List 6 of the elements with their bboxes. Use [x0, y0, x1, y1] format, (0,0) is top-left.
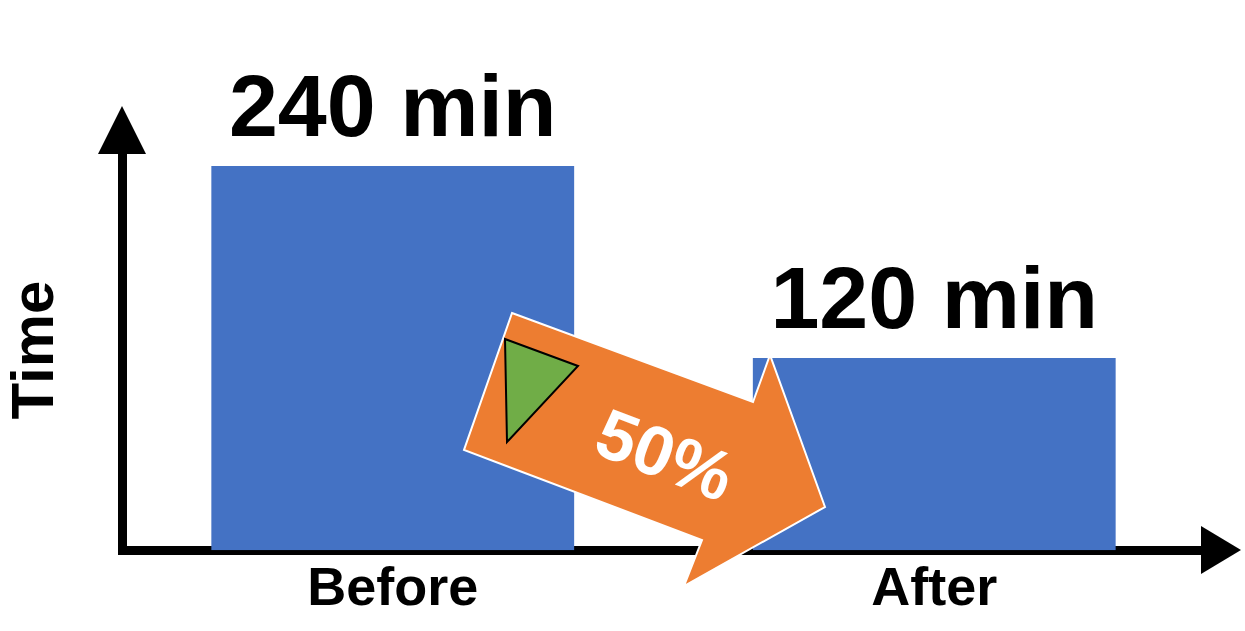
data-label: 120 min — [770, 248, 1099, 348]
x-tick-label: Before — [307, 556, 479, 617]
data-label: 240 min — [228, 56, 557, 156]
x-tick-label: After — [871, 556, 998, 617]
annotation: 50% — [584, 392, 746, 519]
y-axis-title: Time — [0, 280, 66, 420]
